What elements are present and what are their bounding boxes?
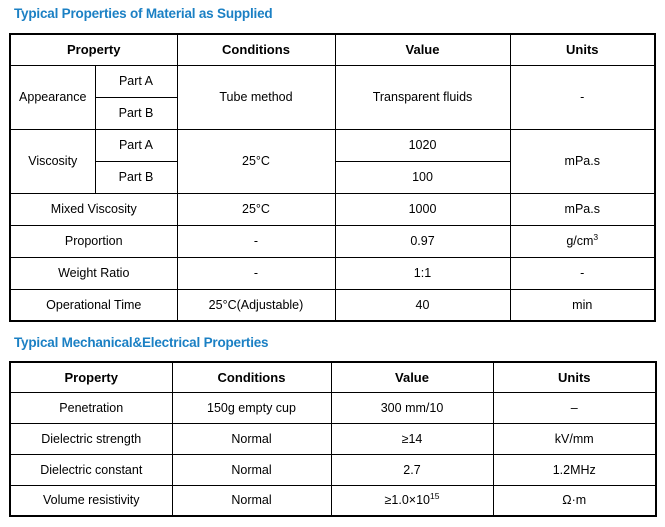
table-cell: 1.2MHz [492, 453, 657, 486]
table-cell: g/cm3 [509, 224, 656, 258]
table-cell: 25°C [176, 128, 336, 194]
column-header-conditions: Conditions [171, 361, 332, 393]
table-cell: Viscosity [9, 128, 96, 194]
table-cell: Tube method [176, 64, 336, 130]
table-cell: 2.7 [330, 453, 494, 486]
table-cell: Transparent fluids [334, 64, 511, 130]
table-row: Proportion -0.97 g/cm3 [9, 224, 656, 258]
table-cell: Normal [171, 484, 332, 517]
table-cell: Part B [94, 96, 178, 130]
section-title-mechanical-electrical: Typical Mechanical&Electrical Properties [14, 335, 269, 350]
table-cell: Part A [94, 128, 178, 162]
table-cell: Appearance [9, 64, 96, 130]
table-row: Appearance Part A Tube method Transparent f… [9, 64, 656, 130]
table-row: Volume resistivity Normal ≥1.0×1015 Ω·m [9, 484, 657, 517]
table-cell: 1:1 [334, 256, 511, 290]
table-row: Mixed Viscosity 25°C 1000 mPa.s [9, 192, 656, 226]
table-cell: Ω·m [492, 484, 657, 517]
header-row: Property Conditions Value Units [9, 33, 656, 66]
table-cell: - [176, 224, 336, 258]
table-cell: Weight Ratio [9, 256, 178, 290]
table-cell: - [509, 64, 656, 130]
table-cell: ≥14 [330, 422, 494, 455]
column-header-units: Units [509, 33, 656, 66]
table-row: Dielectric constant Normal 2.7 1.2MHz [9, 453, 657, 486]
header-row: Property Conditions Value Units [9, 361, 657, 393]
table-cell: - [509, 256, 656, 290]
table-cell: min [509, 288, 656, 322]
table-cell: 300 mm/10 [330, 391, 494, 424]
table-cell: Volume resistivity [9, 484, 173, 517]
table-cell: Part A [94, 64, 178, 98]
table-cell: Normal [171, 422, 332, 455]
table-cell: 40 [334, 288, 511, 322]
table-row: Part B [10, 96, 655, 130]
table-cell: kV/mm [492, 422, 657, 455]
table-cell: mPa.s [509, 128, 656, 194]
table-row: Dielectric strength Normal ≥14 kV/mm [9, 422, 657, 455]
table-cell: Operational Time [9, 288, 178, 322]
table-cell: mPa.s [509, 192, 656, 226]
table-cell: Penetration [9, 391, 173, 424]
table-cell: 150g empty cup [171, 391, 332, 424]
table-cell: ≥1.0×1015 [330, 484, 494, 517]
table-cell: 100 [334, 160, 511, 194]
table-cell: Normal [171, 453, 332, 486]
column-header-property: Property [9, 361, 173, 393]
table-row: Operational Time 25°C(Adjustable) 40 min [9, 288, 656, 322]
table-cell: 25°C [176, 192, 336, 226]
table-cell: 1000 [334, 192, 511, 226]
column-header-value: Value [334, 33, 511, 66]
table-cell: Part B [94, 160, 178, 194]
table-cell: 25°C(Adjustable) [176, 288, 336, 322]
table-cell: - [176, 256, 336, 290]
table-row: Weight Ratio -1:1- [9, 256, 656, 290]
column-header-property: Property [9, 33, 178, 66]
section-title-material-as-supplied: Typical Properties of Material as Suppli… [14, 6, 273, 21]
table-row: Penetration 150g empty cup 300 mm/10– [9, 391, 657, 424]
table-cell: Dielectric constant [9, 453, 173, 486]
table-cell: Dielectric strength [9, 422, 173, 455]
column-header-units: Units [492, 361, 657, 393]
mechanical-electrical-properties-table: Property Conditions Value Units Penetration 1… [9, 361, 657, 517]
table-row: Viscosity Part A 25°C 1020 mPa.s [9, 128, 656, 194]
column-header-conditions: Conditions [176, 33, 336, 66]
table-cell: – [492, 391, 657, 424]
material-properties-table: Property Conditions Value Units Appearance Pa… [9, 33, 656, 322]
column-header-value: Value [330, 361, 494, 393]
table-cell: 1020 [334, 128, 511, 162]
table-cell: 0.97 [334, 224, 511, 258]
table-cell: Mixed Viscosity [9, 192, 178, 226]
table-cell: Proportion [9, 224, 178, 258]
